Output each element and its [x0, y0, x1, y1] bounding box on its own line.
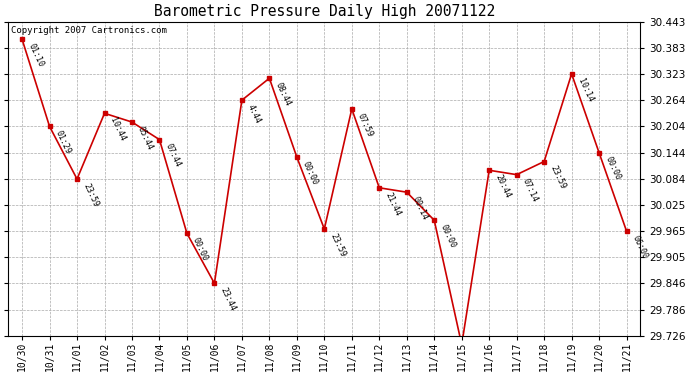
Text: Copyright 2007 Cartronics.com: Copyright 2007 Cartronics.com [12, 26, 168, 35]
Text: 07:44: 07:44 [164, 142, 182, 169]
Text: 20:44: 20:44 [493, 173, 512, 200]
Text: 01:10: 01:10 [26, 42, 45, 69]
Text: 00:00: 00:00 [603, 156, 622, 182]
Text: 23:59: 23:59 [549, 164, 567, 191]
Text: 07:14: 07:14 [521, 177, 540, 204]
Text: 10:14: 10:14 [575, 76, 595, 103]
Text: 05:44: 05:44 [136, 125, 155, 151]
Text: 00:00: 00:00 [191, 236, 210, 262]
Title: Barometric Pressure Daily High 20071122: Barometric Pressure Daily High 20071122 [154, 4, 495, 19]
Text: 23:44: 23:44 [219, 286, 237, 312]
Text: 21:44: 21:44 [384, 190, 402, 217]
Text: 10:44: 10:44 [108, 116, 128, 142]
Text: 23:59: 23:59 [328, 232, 347, 258]
Text: 01:29: 01:29 [54, 129, 72, 156]
Text: 07:59: 07:59 [356, 112, 375, 138]
Text: 08:44: 08:44 [273, 81, 293, 108]
Text: 06:00: 06:00 [631, 234, 649, 260]
Text: 00:00: 00:00 [301, 160, 319, 186]
Text: 4:44: 4:44 [246, 103, 263, 125]
Text: 00:00: 00:00 [438, 223, 457, 249]
Text: 23:59: 23:59 [0, 374, 1, 375]
Text: 00:14: 00:14 [411, 195, 430, 221]
Text: 23:59: 23:59 [81, 182, 100, 208]
